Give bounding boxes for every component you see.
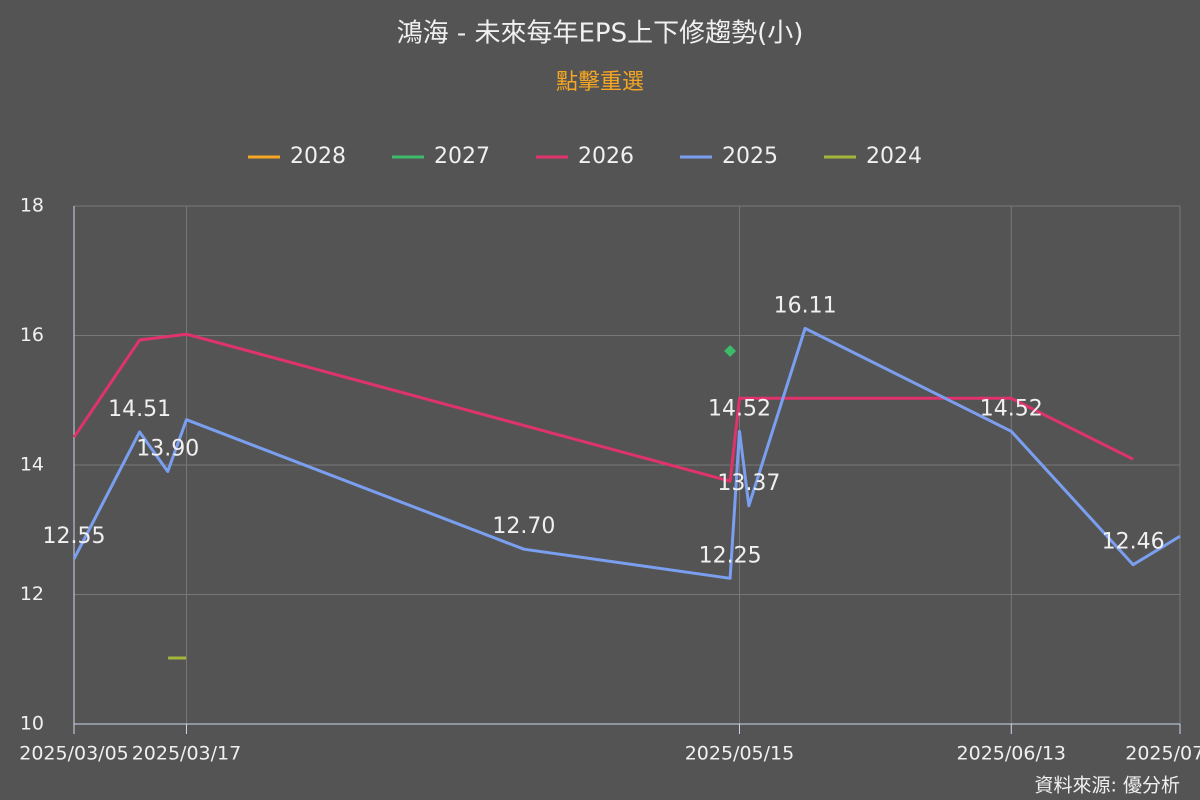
y-tick-label: 16 bbox=[20, 324, 44, 346]
data-label: 16.11 bbox=[774, 293, 837, 318]
legend-label[interactable]: 2025 bbox=[722, 144, 778, 169]
x-tick-label: 2025/05/15 bbox=[685, 743, 795, 765]
y-tick-label: 10 bbox=[20, 713, 44, 735]
data-label: 12.55 bbox=[43, 524, 106, 549]
series-line bbox=[72, 326, 1181, 580]
legend-label[interactable]: 2026 bbox=[578, 144, 634, 169]
series-line bbox=[72, 332, 1134, 483]
point bbox=[724, 345, 737, 358]
legend-label[interactable]: 2027 bbox=[434, 144, 490, 169]
data-label: 12.25 bbox=[699, 543, 762, 568]
data-label: 12.46 bbox=[1102, 530, 1165, 555]
x-tick-label: 2025/06/13 bbox=[957, 743, 1067, 765]
y-tick-label: 18 bbox=[20, 195, 44, 217]
data-label: 12.70 bbox=[492, 514, 555, 539]
y-tick-label: 12 bbox=[20, 583, 44, 605]
data-label: 14.51 bbox=[108, 397, 171, 422]
data-label: 14.52 bbox=[980, 396, 1043, 421]
x-tick-label: 2025/03/17 bbox=[132, 743, 242, 765]
data-label: 13.90 bbox=[136, 436, 199, 461]
x-tick-label: 2025/03/05 bbox=[19, 743, 129, 765]
data-label: 13.37 bbox=[717, 471, 780, 496]
y-tick-label: 14 bbox=[20, 454, 44, 476]
legend-label[interactable]: 2028 bbox=[290, 144, 346, 169]
chart-title: 鴻海 - 未來每年EPS上下修趨勢(小) bbox=[397, 19, 804, 49]
legend-label[interactable]: 2024 bbox=[866, 144, 922, 169]
subtitle[interactable]: 點擊重選 bbox=[556, 70, 644, 95]
x-tick-label: 2025/07/01 bbox=[1125, 743, 1200, 765]
data-label: 14.52 bbox=[708, 396, 771, 421]
source: 資料來源: 優分析 bbox=[1035, 775, 1180, 797]
